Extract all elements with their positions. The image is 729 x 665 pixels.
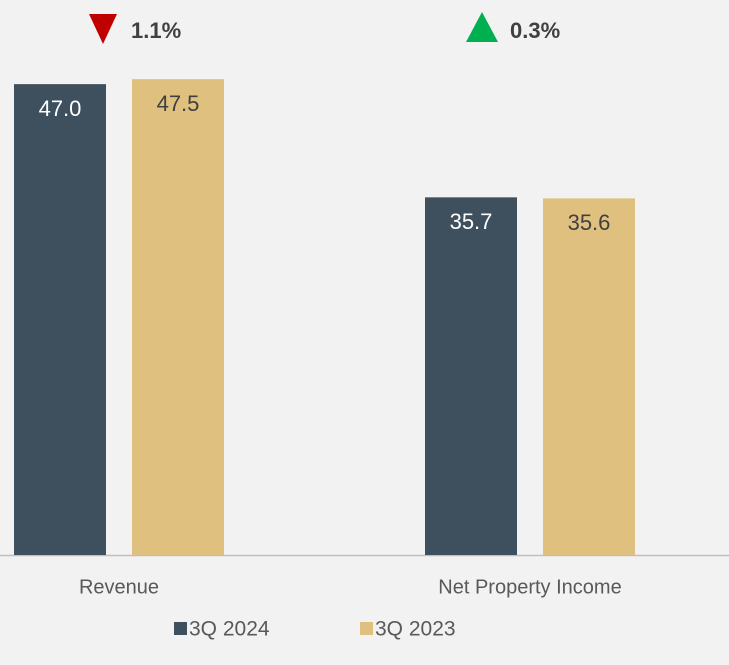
legend-label: 3Q 2023 bbox=[375, 618, 456, 641]
data-label: 35.7 bbox=[450, 209, 493, 234]
change-label: 1.1% bbox=[131, 18, 181, 43]
change-indicator bbox=[466, 12, 498, 42]
bar bbox=[543, 198, 635, 555]
x-tick-label: Net Property Income bbox=[438, 576, 621, 598]
data-label: 35.6 bbox=[568, 210, 611, 235]
x-tick-label: Revenue bbox=[79, 576, 159, 598]
legend-label: 3Q 2024 bbox=[189, 618, 270, 641]
data-label: 47.5 bbox=[157, 91, 200, 116]
bar bbox=[14, 84, 106, 556]
legend-swatch bbox=[360, 622, 373, 635]
legend-swatch bbox=[174, 622, 187, 635]
data-label: 47.0 bbox=[39, 96, 82, 121]
change-label: 0.3% bbox=[510, 18, 560, 43]
change-indicator bbox=[89, 14, 117, 44]
bar bbox=[132, 79, 224, 556]
bar bbox=[425, 197, 517, 556]
